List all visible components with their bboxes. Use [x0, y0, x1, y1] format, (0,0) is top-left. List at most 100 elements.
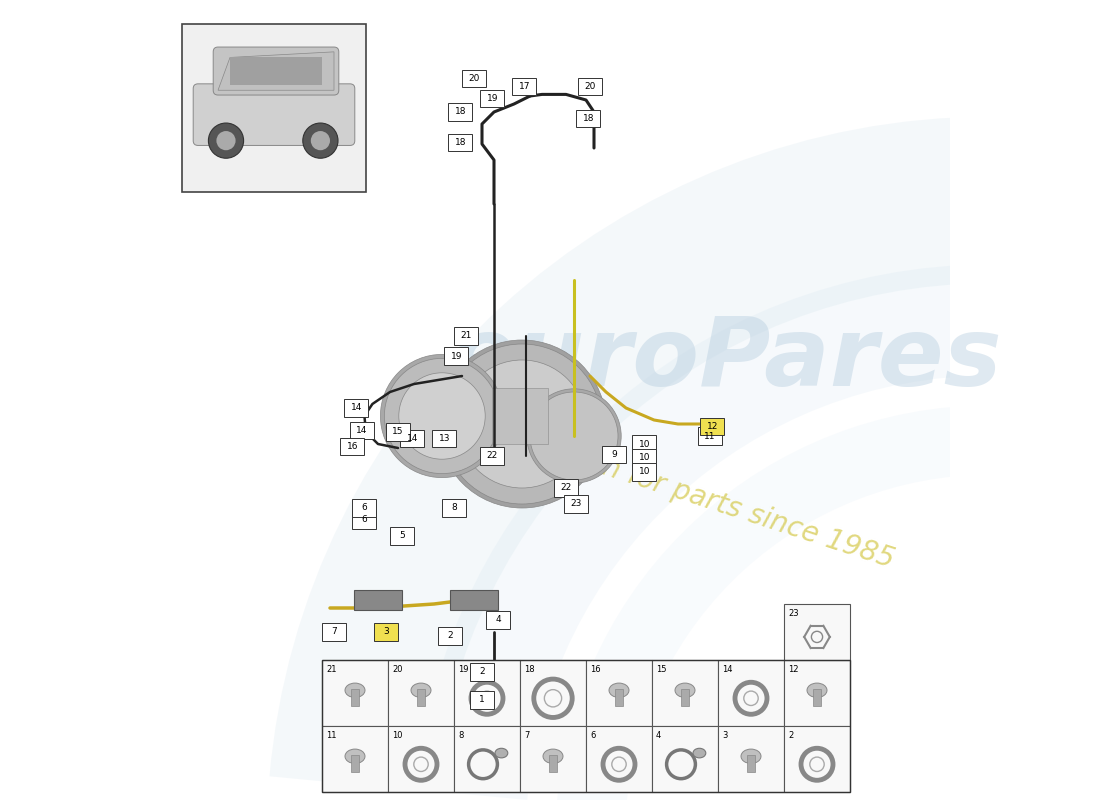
- Bar: [784, 604, 850, 660]
- Bar: [322, 660, 388, 726]
- FancyBboxPatch shape: [486, 611, 510, 629]
- Ellipse shape: [609, 683, 629, 698]
- Text: 10: 10: [639, 439, 650, 449]
- FancyBboxPatch shape: [632, 449, 657, 466]
- Text: 14: 14: [351, 403, 362, 413]
- Text: 10: 10: [639, 467, 650, 477]
- Text: 19: 19: [486, 94, 498, 103]
- Ellipse shape: [741, 749, 761, 763]
- FancyBboxPatch shape: [698, 427, 722, 445]
- Ellipse shape: [543, 749, 563, 763]
- FancyBboxPatch shape: [444, 347, 469, 365]
- FancyBboxPatch shape: [390, 527, 414, 545]
- Text: 6: 6: [590, 731, 595, 740]
- Circle shape: [311, 131, 330, 150]
- Bar: [784, 660, 850, 726]
- Circle shape: [458, 360, 586, 488]
- Bar: [454, 660, 520, 726]
- FancyBboxPatch shape: [563, 495, 587, 513]
- Text: 23: 23: [570, 499, 581, 509]
- Text: 19: 19: [458, 665, 469, 674]
- FancyBboxPatch shape: [442, 499, 466, 517]
- FancyBboxPatch shape: [602, 446, 626, 463]
- Text: 22: 22: [560, 483, 572, 493]
- FancyBboxPatch shape: [352, 499, 376, 517]
- Text: 3: 3: [383, 627, 389, 637]
- Text: 4: 4: [656, 731, 661, 740]
- Text: 16: 16: [346, 442, 359, 451]
- Ellipse shape: [693, 748, 706, 758]
- Bar: [322, 726, 388, 792]
- Text: 4: 4: [495, 615, 500, 625]
- Text: 18: 18: [524, 665, 535, 674]
- Bar: [351, 689, 359, 706]
- Bar: [351, 754, 359, 772]
- Text: 14: 14: [722, 665, 733, 674]
- Circle shape: [527, 389, 622, 483]
- Bar: [450, 590, 498, 610]
- Text: 23: 23: [788, 609, 799, 618]
- Text: 10: 10: [639, 453, 650, 462]
- Text: 18: 18: [454, 107, 466, 117]
- Text: 17: 17: [519, 82, 530, 91]
- Circle shape: [302, 123, 338, 158]
- Ellipse shape: [345, 749, 365, 763]
- Circle shape: [208, 123, 243, 158]
- FancyBboxPatch shape: [213, 47, 339, 95]
- Text: 20: 20: [584, 82, 596, 91]
- Text: 6: 6: [362, 503, 367, 513]
- Text: 10: 10: [392, 731, 403, 740]
- Bar: [718, 660, 784, 726]
- Ellipse shape: [411, 683, 431, 698]
- Bar: [813, 689, 821, 706]
- Text: 7: 7: [524, 731, 529, 740]
- Text: 20: 20: [469, 74, 480, 83]
- Text: 2: 2: [788, 731, 793, 740]
- Text: 11: 11: [326, 731, 337, 740]
- FancyBboxPatch shape: [449, 103, 472, 121]
- Text: 2: 2: [480, 667, 485, 677]
- Bar: [652, 726, 718, 792]
- Text: 11: 11: [704, 431, 716, 441]
- Bar: [681, 689, 689, 706]
- FancyBboxPatch shape: [481, 447, 505, 465]
- Bar: [388, 726, 454, 792]
- Text: 19: 19: [451, 351, 462, 361]
- Text: 12: 12: [788, 665, 799, 674]
- Ellipse shape: [675, 683, 695, 698]
- Text: 18: 18: [583, 114, 594, 123]
- FancyBboxPatch shape: [481, 90, 505, 107]
- Bar: [586, 660, 652, 726]
- Bar: [784, 726, 850, 792]
- Circle shape: [442, 344, 602, 504]
- Text: 14: 14: [356, 426, 367, 435]
- Polygon shape: [218, 52, 334, 90]
- FancyBboxPatch shape: [340, 438, 364, 455]
- Text: 9: 9: [612, 450, 617, 459]
- FancyBboxPatch shape: [632, 463, 657, 481]
- FancyBboxPatch shape: [578, 78, 602, 95]
- Bar: [230, 58, 322, 85]
- Bar: [520, 726, 586, 792]
- Text: 5: 5: [399, 531, 405, 541]
- FancyBboxPatch shape: [632, 435, 657, 453]
- Ellipse shape: [495, 748, 508, 758]
- FancyBboxPatch shape: [432, 430, 456, 447]
- Bar: [652, 660, 718, 726]
- Circle shape: [381, 354, 504, 478]
- FancyBboxPatch shape: [462, 70, 486, 87]
- Text: 7: 7: [331, 627, 337, 637]
- Text: 15: 15: [393, 427, 404, 437]
- FancyBboxPatch shape: [576, 110, 601, 127]
- Circle shape: [217, 131, 235, 150]
- Text: 21: 21: [460, 331, 472, 341]
- FancyBboxPatch shape: [322, 623, 346, 641]
- Bar: [586, 726, 652, 792]
- Circle shape: [530, 392, 618, 480]
- FancyBboxPatch shape: [449, 134, 472, 151]
- Bar: [615, 689, 623, 706]
- Circle shape: [399, 373, 485, 459]
- FancyBboxPatch shape: [701, 418, 725, 435]
- Bar: [388, 660, 454, 726]
- FancyBboxPatch shape: [194, 84, 355, 146]
